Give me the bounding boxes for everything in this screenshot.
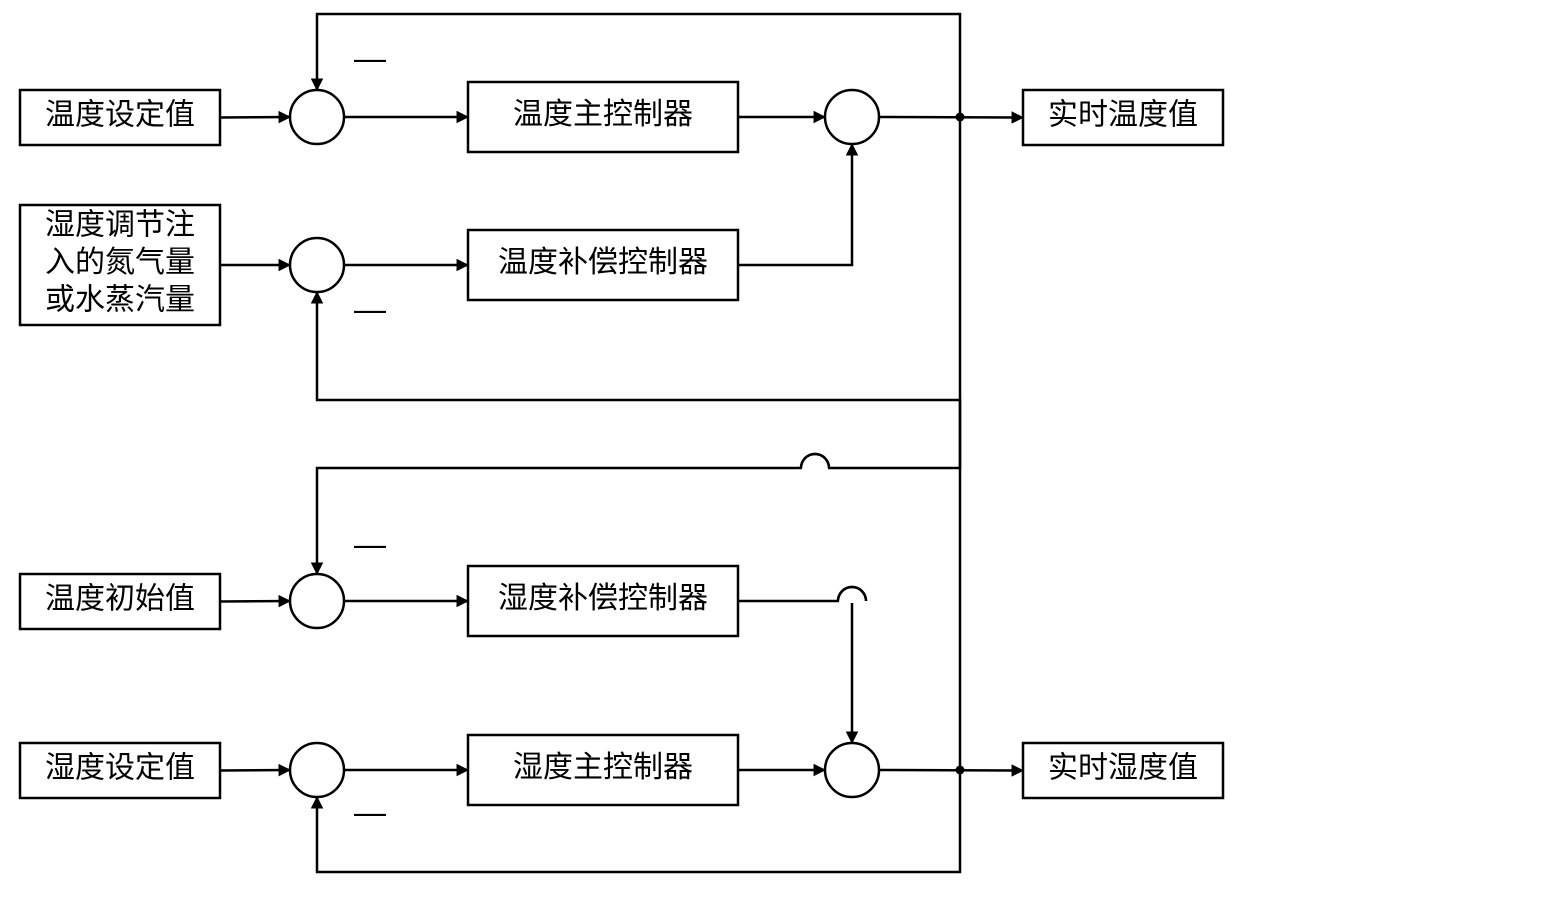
humid_inject-label-line2: 或水蒸汽量 <box>45 283 195 316</box>
w-tempcomp-s5 <box>738 144 852 265</box>
sum-s6 <box>825 743 879 797</box>
w-s5-rttemp <box>879 117 1023 118</box>
hop-arc-1-mask <box>802 466 828 470</box>
fb-humid-to-s2-a <box>317 292 960 770</box>
w-humidcomp-s6 <box>738 601 852 743</box>
sum-s1 <box>290 90 344 144</box>
humid_inject-label-line0: 湿度调节注 <box>45 208 195 241</box>
w-tempset-s1 <box>220 117 290 118</box>
hop-arc-1 <box>801 454 829 468</box>
control-diagram: 温度设定值湿度调节注入的氮气量或水蒸汽量温度初始值湿度设定值 温度主控制器温度补偿… <box>0 0 1544 905</box>
minus-m4: — <box>354 794 386 830</box>
minus-m3: — <box>354 526 386 562</box>
sum-s3 <box>290 574 344 628</box>
minus-m1: — <box>354 40 386 76</box>
fb-temp-to-s3 <box>317 117 960 574</box>
rt_humid-label: 实时湿度值 <box>1048 751 1198 784</box>
humid_main-label: 湿度主控制器 <box>513 751 693 784</box>
rt_temp-label: 实时温度值 <box>1048 98 1198 131</box>
sum-s2 <box>290 238 344 292</box>
hop-arc-2 <box>838 587 866 601</box>
humid_set-label: 湿度设定值 <box>45 751 195 784</box>
temp_comp-label: 温度补偿控制器 <box>498 246 708 279</box>
temp_main-label: 温度主控制器 <box>513 98 693 131</box>
temp_init-label: 温度初始值 <box>45 582 195 615</box>
w-humidset-s4 <box>220 770 290 771</box>
minus-m2: — <box>354 291 386 327</box>
humid_inject-label-line1: 入的氮气量 <box>45 246 195 279</box>
w-s6-rthumid <box>879 770 1023 771</box>
temp_set-label: 温度设定值 <box>45 98 195 131</box>
hop-arc-2b <box>838 587 866 601</box>
sum-s5 <box>825 90 879 144</box>
tap-temp <box>956 113 965 122</box>
w-tempinit-s3 <box>220 601 290 602</box>
tap-humid <box>956 766 965 775</box>
hop-arc-2-mask <box>839 599 865 603</box>
humid_comp-label: 湿度补偿控制器 <box>498 582 708 615</box>
sum-s4 <box>290 743 344 797</box>
